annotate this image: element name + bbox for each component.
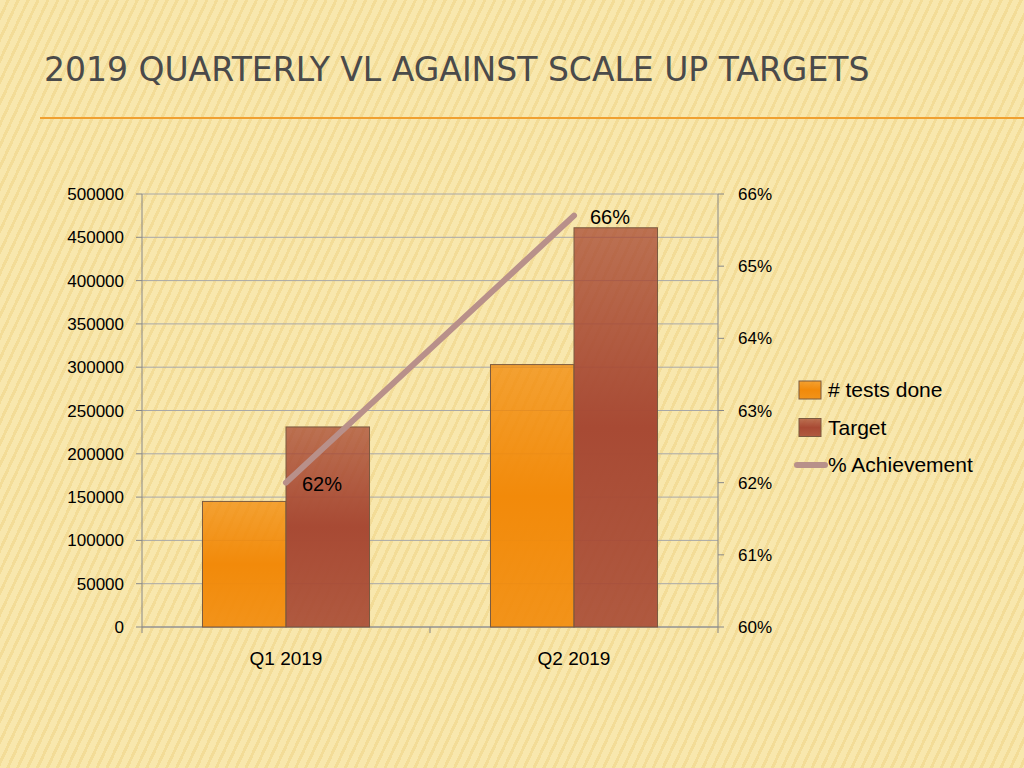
y-tick-label: 400000: [67, 272, 124, 291]
y2-tick-label: 66%: [738, 185, 772, 204]
y2-tick: [718, 627, 724, 628]
bar: [286, 427, 370, 627]
y2-tick-label: 60%: [738, 618, 772, 637]
y2-tick-label: 63%: [738, 402, 772, 421]
bar: [490, 365, 574, 627]
legend-label: % Achievement: [828, 453, 973, 476]
data-label: 66%: [590, 206, 630, 228]
legend-swatch: [797, 462, 825, 468]
y-tick-label: 350000: [67, 315, 124, 334]
bar: [202, 501, 286, 627]
chart: 0 50000 100000 150000 200000 250000 300000 3500…: [0, 0, 1024, 768]
x-tick: [142, 627, 143, 633]
grid-line: [142, 194, 718, 195]
legend-label: # tests done: [828, 378, 942, 401]
data-label: 62%: [302, 473, 342, 495]
y2-axis: [718, 194, 719, 627]
y-tick: [136, 280, 142, 281]
y2-tick: [718, 266, 724, 267]
y-tick-label: 450000: [67, 228, 124, 247]
y-tick: [136, 540, 142, 541]
y-tick: [136, 367, 142, 368]
title-rule: [40, 117, 1024, 119]
y-tick: [136, 583, 142, 584]
y-tick: [136, 323, 142, 324]
y-tick-label: 200000: [67, 445, 124, 464]
legend-swatch: [799, 419, 821, 437]
x-tick-label: Q1 2019: [250, 648, 323, 669]
y2-tick-label: 61%: [738, 546, 772, 565]
y2-tick-label: 62%: [738, 474, 772, 493]
y-tick: [136, 410, 142, 411]
y2-tick: [718, 410, 724, 411]
legend-swatch: [799, 381, 821, 399]
legend-label: Target: [828, 416, 887, 439]
y-tick: [136, 627, 142, 628]
y2-tick: [718, 194, 724, 195]
y-tick: [136, 237, 142, 238]
x-tick: [430, 627, 431, 633]
x-tick-label: Q2 2019: [538, 648, 611, 669]
title: 2019 QUARTERLY VL AGAINST SCALE UP TARGE…: [44, 50, 874, 90]
y-tick-label: 250000: [67, 402, 124, 421]
y-tick: [136, 194, 142, 195]
y-tick-label: 100000: [67, 531, 124, 550]
bar: [574, 228, 658, 627]
x-tick: [718, 627, 719, 633]
y2-tick: [718, 482, 724, 483]
y2-tick: [718, 554, 724, 555]
y-tick: [136, 497, 142, 498]
y2-tick-label: 65%: [738, 257, 772, 276]
y2-tick-label: 64%: [738, 329, 772, 348]
y-tick: [136, 453, 142, 454]
y2-tick: [718, 338, 724, 339]
y-tick-label: 150000: [67, 488, 124, 507]
y-tick-label: 500000: [67, 185, 124, 204]
y-tick-label: 300000: [67, 358, 124, 377]
y-tick-label: 0: [115, 618, 124, 637]
line: [286, 216, 574, 483]
y-tick-label: 50000: [77, 575, 124, 594]
y-axis: [142, 194, 143, 627]
